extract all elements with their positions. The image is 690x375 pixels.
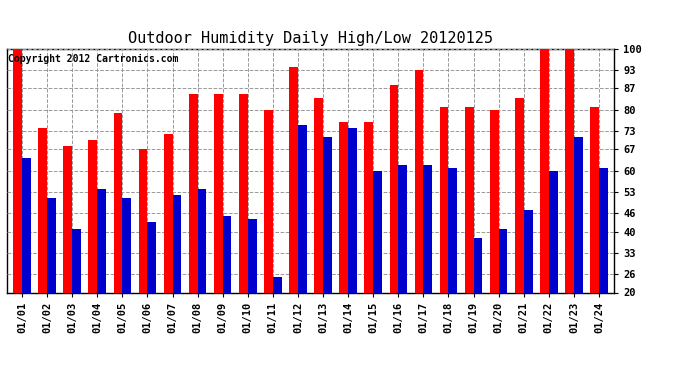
Bar (314, 98, 323, 292)
Bar (214, 94, 223, 292)
Bar (465, 106, 473, 292)
Bar (398, 165, 407, 292)
Bar (13, 49, 22, 292)
Bar (264, 110, 273, 292)
Bar (515, 98, 524, 292)
Bar (373, 171, 382, 292)
Bar (415, 70, 424, 292)
Bar (540, 49, 549, 292)
Bar (289, 67, 298, 292)
Bar (97, 189, 106, 292)
Text: Copyright 2012 Cartronics.com: Copyright 2012 Cartronics.com (8, 54, 179, 64)
Bar (590, 106, 599, 292)
Bar (114, 113, 122, 292)
Bar (298, 125, 307, 292)
Bar (172, 195, 181, 292)
Bar (223, 216, 231, 292)
Bar (424, 165, 432, 292)
Bar (490, 110, 499, 292)
Bar (565, 49, 574, 292)
Bar (47, 198, 56, 292)
Bar (22, 158, 31, 292)
Bar (122, 198, 131, 292)
Bar (273, 277, 282, 292)
Bar (599, 168, 608, 292)
Bar (239, 94, 248, 292)
Bar (139, 149, 148, 292)
Bar (440, 106, 449, 292)
Bar (339, 122, 348, 292)
Title: Outdoor Humidity Daily High/Low 20120125: Outdoor Humidity Daily High/Low 20120125 (128, 31, 493, 46)
Bar (448, 168, 457, 292)
Bar (248, 219, 257, 292)
Bar (524, 210, 533, 292)
Bar (88, 140, 97, 292)
Bar (148, 222, 156, 292)
Bar (164, 134, 172, 292)
Bar (72, 228, 81, 292)
Bar (348, 128, 357, 292)
Bar (364, 122, 373, 292)
Bar (323, 137, 332, 292)
Bar (189, 94, 197, 292)
Bar (574, 137, 583, 292)
Bar (63, 146, 72, 292)
Bar (473, 238, 482, 292)
Bar (197, 189, 206, 292)
Bar (390, 86, 398, 292)
Bar (38, 128, 47, 292)
Bar (549, 171, 558, 292)
Bar (499, 228, 507, 292)
